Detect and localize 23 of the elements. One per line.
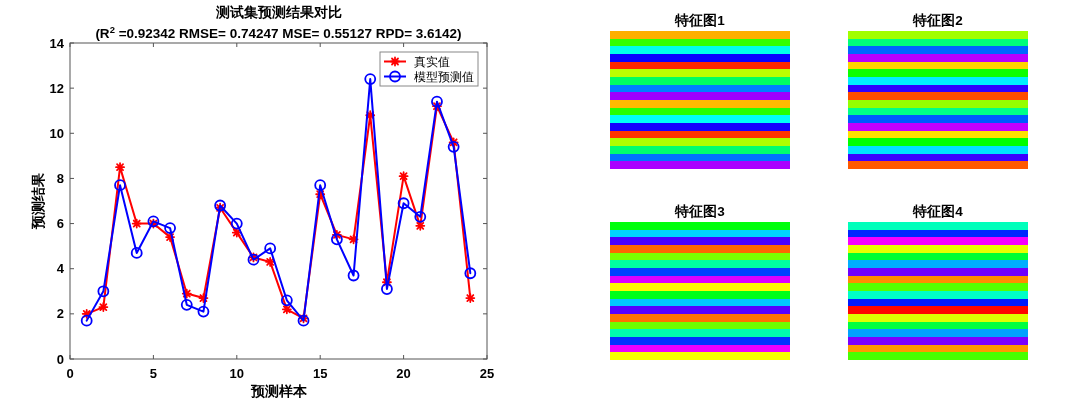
legend-label: 真实值 xyxy=(414,54,450,68)
x-tick-label: 25 xyxy=(479,366,495,381)
y-tick-label: 4 xyxy=(56,261,65,277)
x-tick-label: 15 xyxy=(312,366,328,381)
x-tick-label: 20 xyxy=(396,366,411,381)
x-axis-title: 预测样本 xyxy=(249,384,308,399)
text: 特征图1 xyxy=(674,13,726,28)
y-tick-label: 12 xyxy=(49,80,64,96)
y-tick-label: 2 xyxy=(56,306,64,322)
chart-title: 测试集预测结果对比 xyxy=(214,5,342,20)
text: 特征图2 xyxy=(912,13,963,28)
y-axis-title: 预测结果 xyxy=(31,172,46,230)
y-tick-label: 0 xyxy=(56,351,64,367)
chart-subtitle: (R$^{2}$ =0.92342 RMSE= 0.74247 MSE= 0.55127 RPD= 3.6142) xyxy=(95,23,462,41)
x-tick-label: 10 xyxy=(229,366,245,381)
text: 特征图4 xyxy=(912,204,964,219)
legend-label: 模型预测值 xyxy=(414,70,474,83)
text: 特征图3 xyxy=(674,204,726,219)
y-tick-label: 8 xyxy=(56,170,64,186)
y-tick-label: 10 xyxy=(49,125,64,141)
y-tick-label: 14 xyxy=(49,35,65,51)
y-tick-label: 6 xyxy=(56,216,64,232)
x-tick-label: 5 xyxy=(149,366,158,381)
